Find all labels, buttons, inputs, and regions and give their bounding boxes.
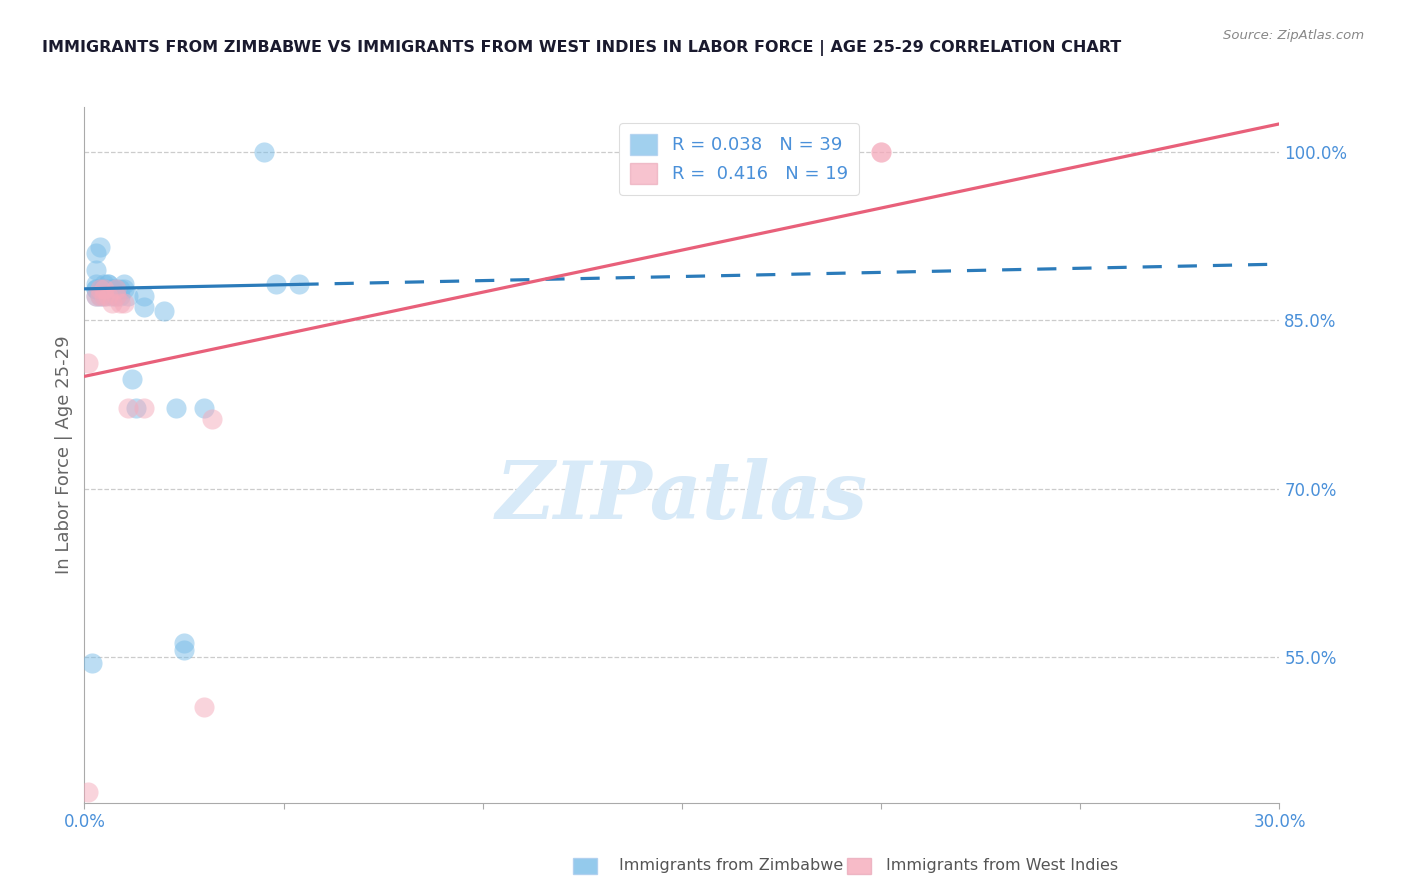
Point bbox=[121, 371, 143, 385]
Point bbox=[93, 288, 115, 302]
Point bbox=[93, 282, 115, 296]
Point bbox=[110, 288, 132, 302]
FancyBboxPatch shape bbox=[572, 858, 598, 874]
FancyBboxPatch shape bbox=[846, 858, 872, 874]
Point bbox=[97, 277, 120, 292]
Point bbox=[101, 282, 124, 296]
Point bbox=[89, 282, 111, 296]
Point bbox=[165, 401, 187, 415]
Point bbox=[86, 288, 108, 302]
Text: ZIPatlas: ZIPatlas bbox=[496, 458, 868, 535]
Point bbox=[153, 304, 176, 318]
Point bbox=[105, 282, 128, 296]
Point bbox=[125, 401, 148, 415]
Point bbox=[86, 262, 108, 277]
Point bbox=[86, 277, 108, 292]
Point bbox=[193, 700, 215, 714]
Point bbox=[105, 288, 128, 302]
Point bbox=[117, 401, 139, 415]
Point bbox=[132, 401, 156, 415]
Y-axis label: In Labor Force | Age 25-29: In Labor Force | Age 25-29 bbox=[55, 335, 73, 574]
Point bbox=[201, 412, 224, 426]
Point bbox=[101, 282, 124, 296]
Point bbox=[264, 277, 287, 292]
Point bbox=[110, 296, 132, 310]
Point bbox=[112, 282, 135, 296]
Text: Source: ZipAtlas.com: Source: ZipAtlas.com bbox=[1223, 29, 1364, 42]
Point bbox=[89, 288, 111, 302]
Point bbox=[112, 296, 135, 310]
Point bbox=[112, 277, 135, 292]
Point bbox=[97, 282, 120, 296]
Point bbox=[97, 277, 120, 292]
Point bbox=[132, 300, 156, 314]
Legend: R = 0.038   N = 39, R =  0.416   N = 19: R = 0.038 N = 39, R = 0.416 N = 19 bbox=[619, 123, 859, 194]
Text: Immigrants from Zimbabwe: Immigrants from Zimbabwe bbox=[619, 858, 842, 872]
Point bbox=[77, 784, 100, 798]
Point bbox=[173, 636, 195, 650]
Point bbox=[77, 356, 100, 370]
Point bbox=[288, 277, 311, 292]
Point bbox=[89, 288, 111, 302]
Point bbox=[97, 288, 120, 302]
Point bbox=[193, 401, 215, 415]
Point bbox=[93, 282, 115, 296]
Point bbox=[132, 288, 156, 302]
Point bbox=[173, 643, 195, 657]
Point bbox=[86, 288, 108, 302]
Point bbox=[101, 288, 124, 302]
Point bbox=[89, 240, 111, 254]
Point bbox=[117, 288, 139, 302]
Text: Immigrants from West Indies: Immigrants from West Indies bbox=[886, 858, 1118, 872]
Point bbox=[93, 288, 115, 302]
Point bbox=[86, 282, 108, 296]
Point bbox=[105, 288, 128, 302]
Point bbox=[93, 277, 115, 292]
Point bbox=[110, 282, 132, 296]
Point bbox=[870, 145, 893, 159]
Point bbox=[82, 656, 104, 670]
Point bbox=[253, 145, 276, 159]
Point bbox=[89, 282, 111, 296]
Text: IMMIGRANTS FROM ZIMBABWE VS IMMIGRANTS FROM WEST INDIES IN LABOR FORCE | AGE 25-: IMMIGRANTS FROM ZIMBABWE VS IMMIGRANTS F… bbox=[42, 40, 1122, 56]
Point bbox=[86, 282, 108, 296]
Point bbox=[101, 296, 124, 310]
Point bbox=[93, 282, 115, 296]
Point bbox=[86, 246, 108, 260]
Point bbox=[105, 282, 128, 296]
Point bbox=[870, 145, 893, 159]
